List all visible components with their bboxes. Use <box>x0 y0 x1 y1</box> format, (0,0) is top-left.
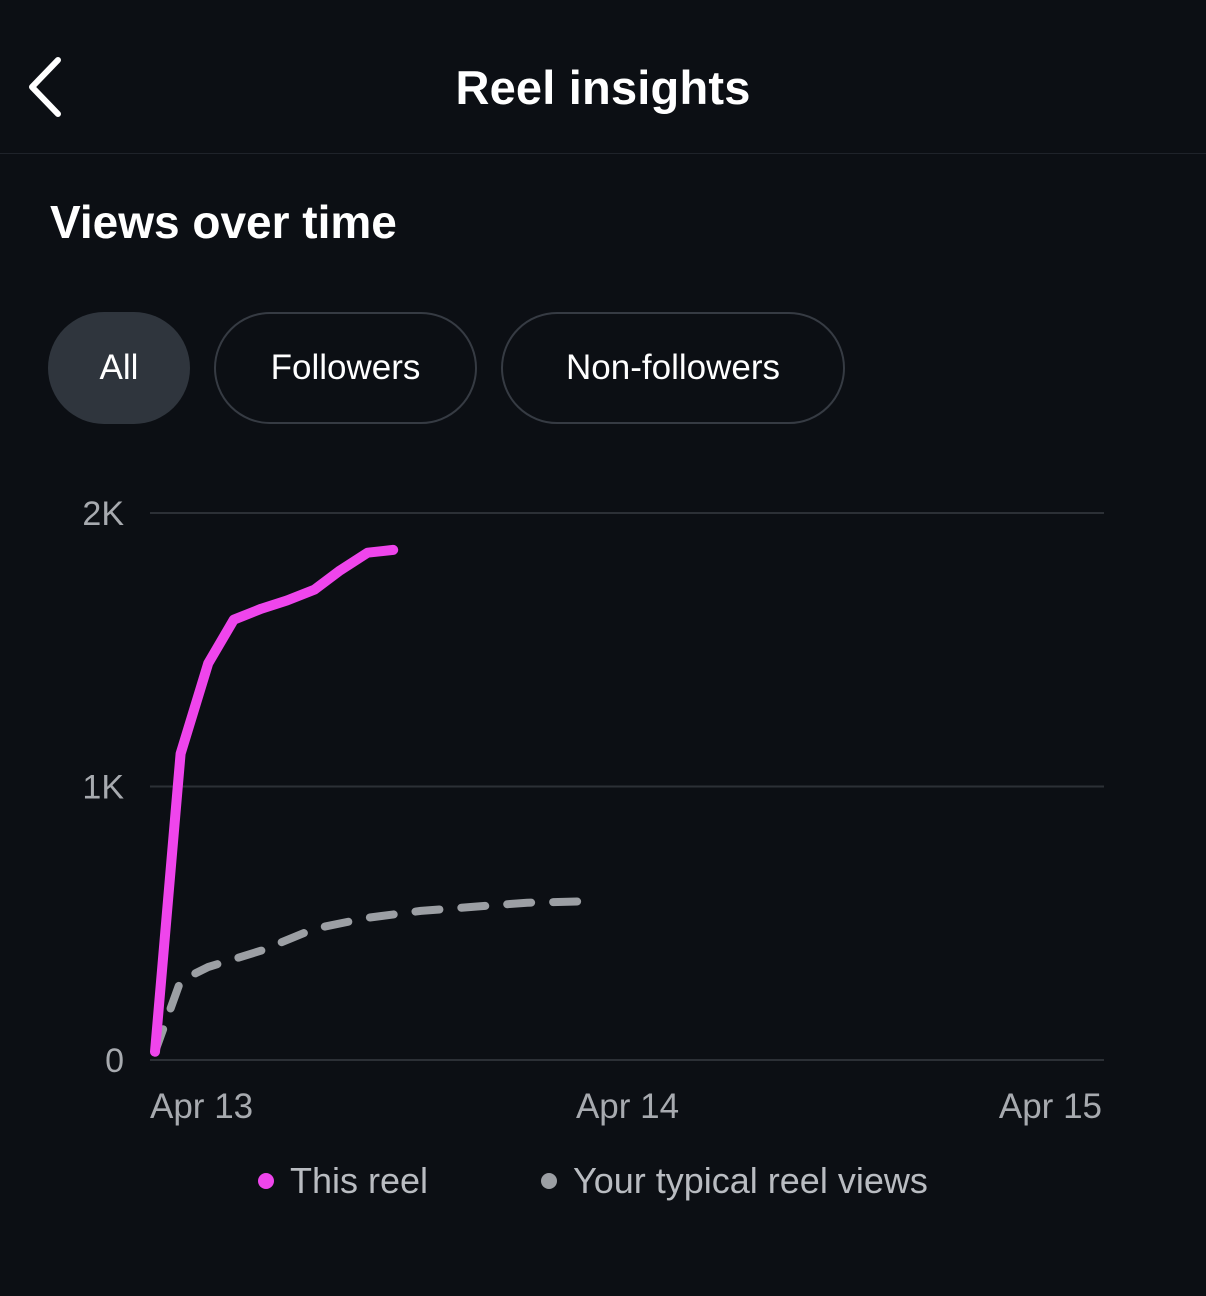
x-tick-label: Apr 15 <box>999 1087 1102 1126</box>
y-tick-label: 1K <box>82 769 124 807</box>
this-reel-line <box>150 544 399 1057</box>
filter-chip-followers[interactable]: Followers <box>214 312 477 424</box>
legend-item-this-reel: This reel <box>258 1160 428 1202</box>
x-tick-label: Apr 14 <box>576 1087 679 1126</box>
legend-dot-typical-views <box>541 1173 557 1189</box>
views-over-time-chart: 0 1K 2K Apr 13 Apr 14 Apr 15 <box>82 495 1104 1126</box>
chart-legend: This reel Your typical reel views <box>0 1160 1206 1220</box>
legend-label: Your typical reel views <box>573 1160 928 1201</box>
legend-item-typical-views: Your typical reel views <box>541 1160 928 1202</box>
y-tick-label: 0 <box>105 1042 124 1080</box>
filter-chip-label: Non-followers <box>566 348 780 387</box>
y-tick-label: 2K <box>82 495 124 533</box>
filter-chip-non-followers[interactable]: Non-followers <box>501 312 845 424</box>
chevron-left-icon <box>29 57 61 117</box>
legend-dot-this-reel <box>258 1173 274 1189</box>
top-bar: Reel insights <box>0 0 1206 154</box>
filter-chip-all[interactable]: All <box>48 312 190 424</box>
back-button[interactable] <box>18 50 78 120</box>
x-tick-label: Apr 13 <box>150 1087 253 1126</box>
filter-chip-label: All <box>99 348 139 387</box>
page-title: Reel insights <box>455 61 751 114</box>
filter-chip-label: Followers <box>270 348 421 387</box>
section-title: Views over time <box>50 196 397 248</box>
typical-views-line <box>151 897 585 1056</box>
legend-label: This reel <box>290 1160 429 1201</box>
